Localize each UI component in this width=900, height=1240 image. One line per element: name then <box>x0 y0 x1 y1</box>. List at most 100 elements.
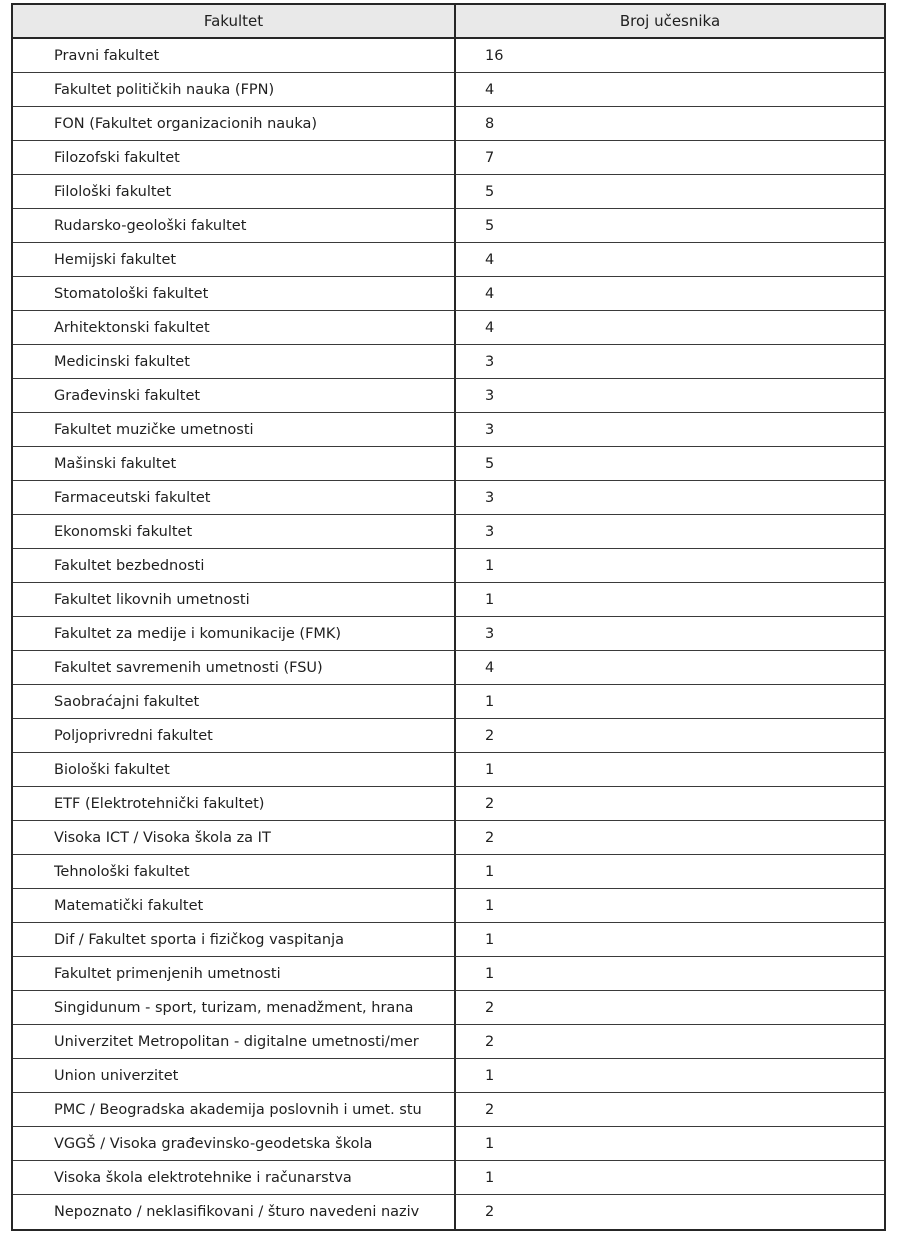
cell-count: 4 <box>454 651 884 685</box>
cell-count: 2 <box>454 1195 884 1229</box>
cell-faculty: Arhitektonski fakultet <box>13 311 454 345</box>
cell-count-text: 16 <box>485 47 504 64</box>
cell-count: 5 <box>454 447 884 481</box>
cell-count: 1 <box>454 1161 884 1195</box>
cell-count-text: 4 <box>485 81 495 98</box>
table-row: Fakultet savremenih umetnosti (FSU) 4 <box>13 651 884 685</box>
cell-faculty: Rudarsko-geološki fakultet <box>13 209 454 243</box>
table-row: PMC / Beogradska akademija poslovnih i u… <box>13 1093 884 1127</box>
cell-faculty-text: Arhitektonski fakultet <box>54 319 210 336</box>
cell-faculty-text: Mašinski fakultet <box>54 455 177 472</box>
cell-count: 3 <box>454 515 884 549</box>
cell-count-text: 3 <box>485 387 495 404</box>
cell-faculty: Dif / Fakultet sporta i fizičkog vaspita… <box>13 923 454 957</box>
cell-faculty: Stomatološki fakultet <box>13 277 454 311</box>
cell-faculty: Ekonomski fakultet <box>13 515 454 549</box>
cell-faculty-text: Fakultet muzičke umetnosti <box>54 421 254 438</box>
cell-faculty: Union univerzitet <box>13 1059 454 1093</box>
cell-faculty: Singidunum - sport, turizam, menadžment,… <box>13 991 454 1025</box>
cell-faculty-text: Nepoznato / neklasifikovani / šturo nave… <box>54 1204 420 1220</box>
cell-faculty-text: Fakultet savremenih umetnosti (FSU) <box>54 659 323 676</box>
cell-count-text: 1 <box>485 931 495 948</box>
cell-faculty: Pravni fakultet <box>13 39 454 73</box>
cell-count: 1 <box>454 923 884 957</box>
cell-faculty-text: Stomatološki fakultet <box>54 285 209 302</box>
table-row: Poljoprivredni fakultet 2 <box>13 719 884 753</box>
cell-faculty-text: Medicinski fakultet <box>54 353 190 370</box>
cell-faculty: Mašinski fakultet <box>13 447 454 481</box>
table-row: Pravni fakultet 16 <box>13 39 884 73</box>
cell-count-text: 1 <box>485 557 495 574</box>
cell-faculty: ETF (Elektrotehnički fakultet) <box>13 787 454 821</box>
table-row: Fakultet muzičke umetnosti 3 <box>13 413 884 447</box>
table-row: Farmaceutski fakultet 3 <box>13 481 884 515</box>
table-row: Fakultet političkih nauka (FPN) 4 <box>13 73 884 107</box>
cell-faculty-text: Tehnološki fakultet <box>54 863 190 880</box>
table-row: ETF (Elektrotehnički fakultet) 2 <box>13 787 884 821</box>
cell-count-text: 4 <box>485 251 495 268</box>
cell-faculty: Filozofski fakultet <box>13 141 454 175</box>
cell-faculty-text: Filozofski fakultet <box>54 149 180 166</box>
cell-count: 4 <box>454 311 884 345</box>
cell-count-text: 2 <box>485 1204 495 1220</box>
cell-count: 2 <box>454 821 884 855</box>
table-row: Ekonomski fakultet 3 <box>13 515 884 549</box>
table-row: Filozofski fakultet 7 <box>13 141 884 175</box>
table-body: Pravni fakultet 16 Fakultet političkih nau… <box>13 39 884 1229</box>
cell-faculty: Farmaceutski fakultet <box>13 481 454 515</box>
table-row: Medicinski fakultet 3 <box>13 345 884 379</box>
cell-faculty: Nepoznato / neklasifikovani / šturo nave… <box>13 1195 454 1229</box>
table-header: Fakultet Broj učesnika <box>13 5 884 39</box>
cell-count-text: 1 <box>485 965 495 982</box>
cell-faculty-text: Fakultet primenjenih umetnosti <box>54 965 281 982</box>
table-header-row: Fakultet Broj učesnika <box>13 5 884 39</box>
cell-faculty-text: PMC / Beogradska akademija poslovnih i u… <box>54 1101 422 1118</box>
cell-count: 1 <box>454 1059 884 1093</box>
cell-faculty-text: Fakultet likovnih umetnosti <box>54 591 250 608</box>
cell-faculty-text: FON (Fakultet organizacionih nauka) <box>54 115 318 132</box>
cell-count-text: 3 <box>485 421 495 438</box>
cell-faculty: Matematički fakultet <box>13 889 454 923</box>
cell-faculty: VGGŠ / Visoka građevinsko-geodetska škol… <box>13 1127 454 1161</box>
cell-faculty: Hemijski fakultet <box>13 243 454 277</box>
cell-faculty: Biološki fakultet <box>13 753 454 787</box>
cell-count: 1 <box>454 549 884 583</box>
cell-count-text: 3 <box>485 489 495 506</box>
table-row: FON (Fakultet organizacionih nauka) 8 <box>13 107 884 141</box>
column-header-count-label: Broj učesnika <box>619 12 721 30</box>
table-row: Arhitektonski fakultet 4 <box>13 311 884 345</box>
cell-faculty-text: Matematički fakultet <box>54 897 204 914</box>
faculty-participants-table: Fakultet Broj učesnika Pravni fakultet 16… <box>11 3 886 1231</box>
cell-faculty-text: Ekonomski fakultet <box>54 523 193 540</box>
table-row: Filološki fakultet 5 <box>13 175 884 209</box>
cell-count-text: 1 <box>485 897 495 914</box>
cell-count-text: 2 <box>485 829 495 846</box>
table-row: Univerzitet Metropolitan - digitalne ume… <box>13 1025 884 1059</box>
cell-faculty: PMC / Beogradska akademija poslovnih i u… <box>13 1093 454 1127</box>
cell-count: 5 <box>454 209 884 243</box>
cell-count: 2 <box>454 991 884 1025</box>
cell-count: 2 <box>454 719 884 753</box>
cell-count-text: 4 <box>485 285 495 302</box>
column-header-count: Broj učesnika <box>454 5 884 39</box>
cell-faculty-text: ETF (Elektrotehnički fakultet) <box>54 795 265 812</box>
cell-faculty: Visoka ICT / Visoka škola za IT <box>13 821 454 855</box>
cell-count-text: 3 <box>485 625 495 642</box>
column-header-faculty-label: Fakultet <box>203 12 264 30</box>
table-row: Singidunum - sport, turizam, menadžment,… <box>13 991 884 1025</box>
table-row: Saobraćajni fakultet 1 <box>13 685 884 719</box>
cell-count: 3 <box>454 379 884 413</box>
table-row: Visoka škola elektrotehnike i računarstv… <box>13 1161 884 1195</box>
cell-faculty-text: Poljoprivredni fakultet <box>54 727 213 744</box>
cell-faculty: Filološki fakultet <box>13 175 454 209</box>
cell-count-text: 4 <box>485 659 495 676</box>
cell-faculty: Fakultet savremenih umetnosti (FSU) <box>13 651 454 685</box>
table-row: Dif / Fakultet sporta i fizičkog vaspita… <box>13 923 884 957</box>
cell-faculty: Fakultet muzičke umetnosti <box>13 413 454 447</box>
cell-faculty: Univerzitet Metropolitan - digitalne ume… <box>13 1025 454 1059</box>
cell-count-text: 3 <box>485 523 495 540</box>
cell-faculty-text: Filološki fakultet <box>54 183 172 200</box>
cell-count-text: 8 <box>485 115 495 132</box>
cell-count-text: 2 <box>485 1033 495 1050</box>
